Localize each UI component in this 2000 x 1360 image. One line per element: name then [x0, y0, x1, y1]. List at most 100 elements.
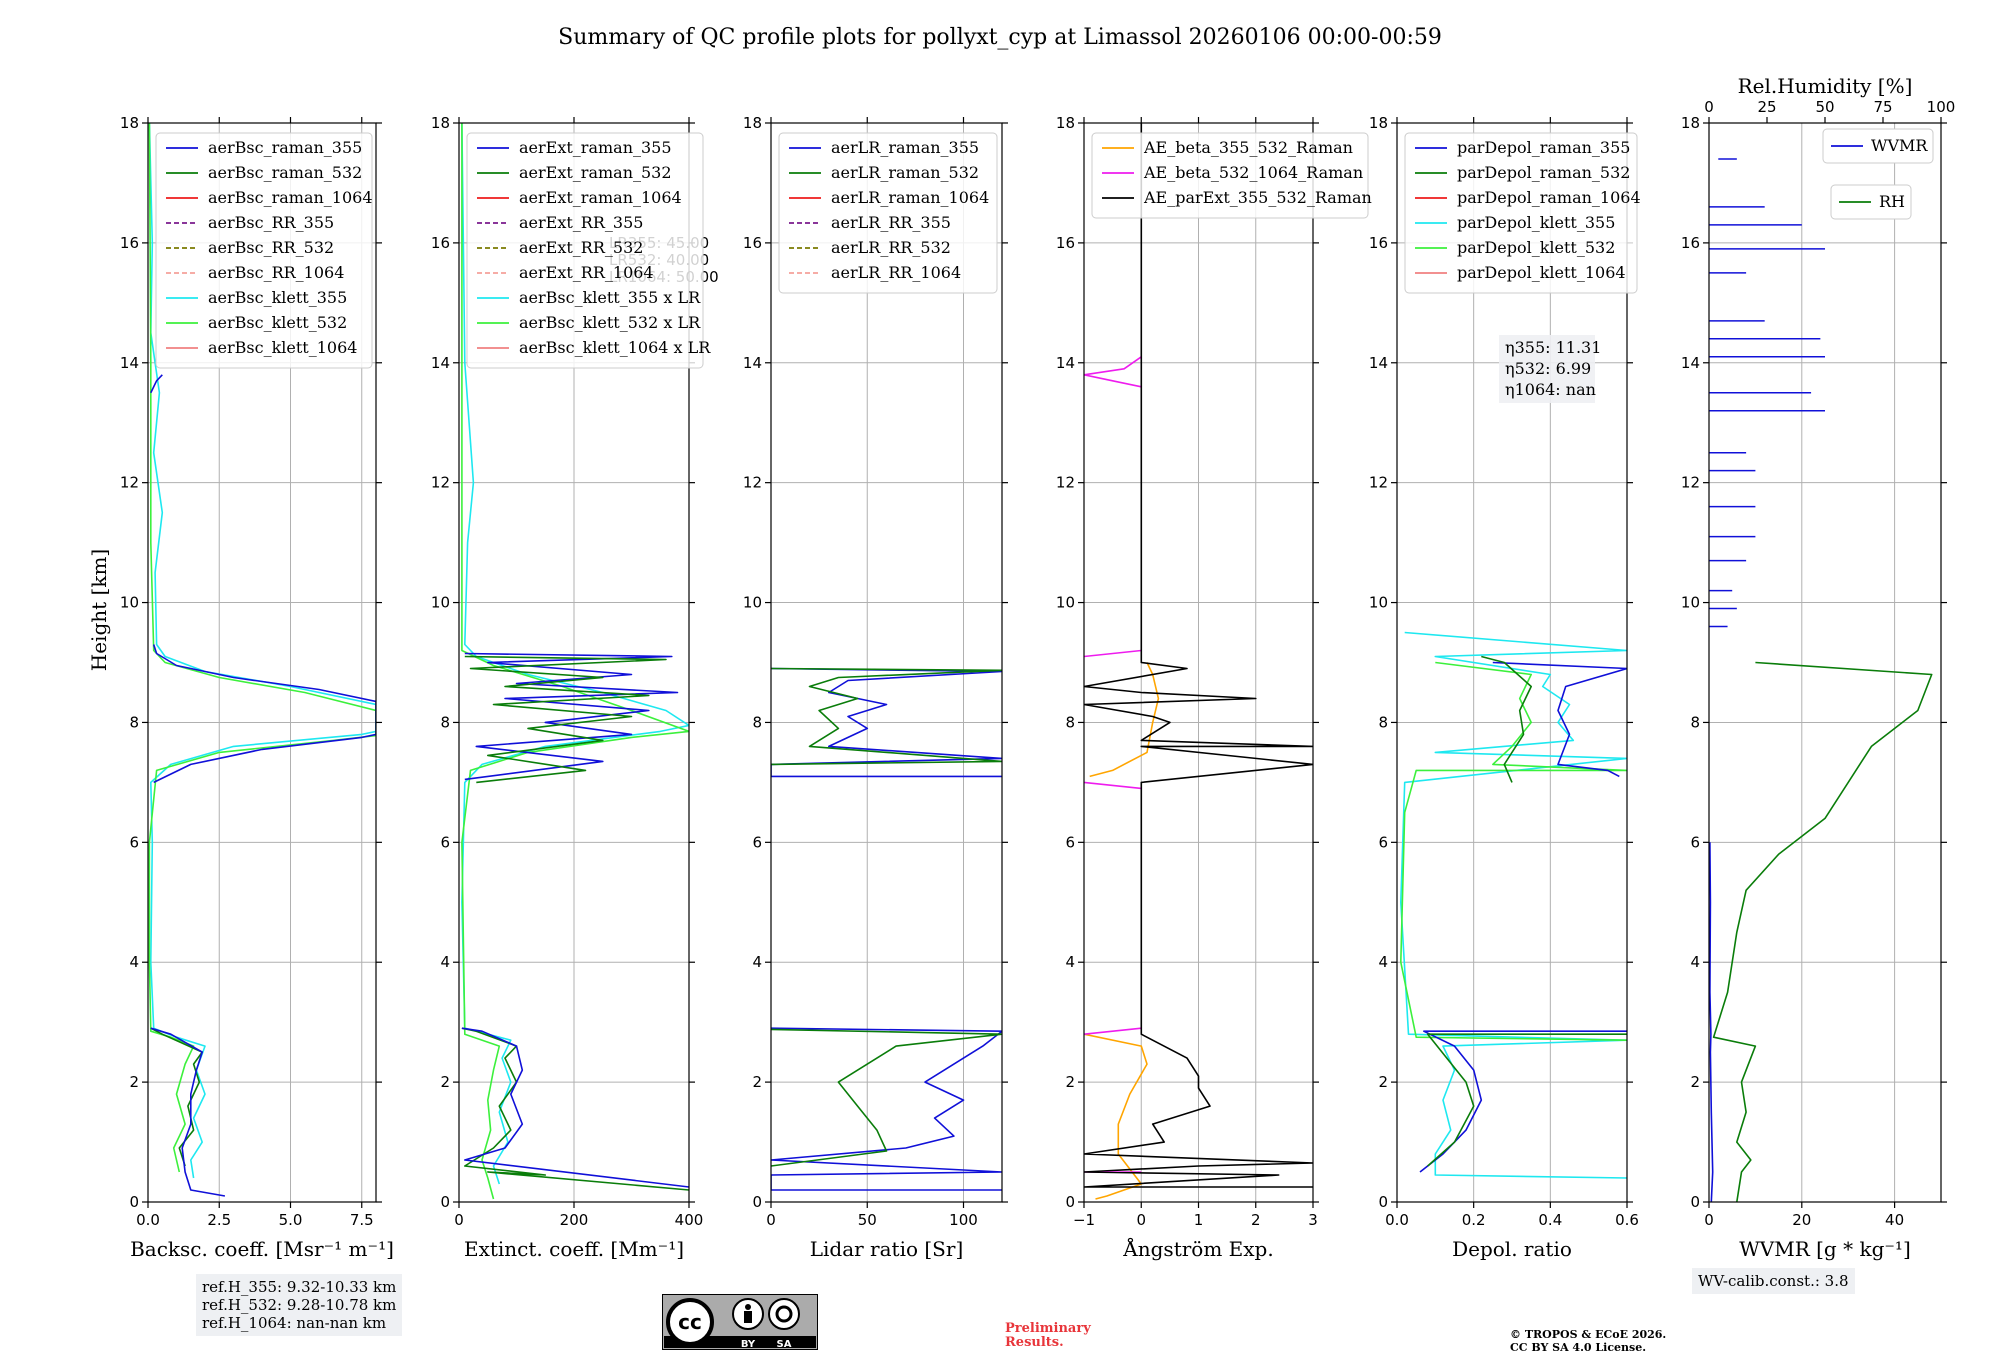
legend-label: aerExt_RR_532	[519, 238, 643, 257]
x-tick-label: 0	[1704, 1211, 1714, 1229]
legend-label: aerBsc_klett_355 x LR	[519, 288, 701, 307]
y-tick-label: 0	[440, 1193, 450, 1211]
legend-label: AE_beta_532_1064_Raman	[1143, 163, 1363, 182]
axes-frame	[1396, 122, 1628, 1203]
x-tick-label: 7.5	[350, 1211, 374, 1229]
x-tick-label: 0.2	[1462, 1211, 1486, 1229]
axes-frame	[1708, 122, 1942, 1203]
y-tick-label: 6	[440, 833, 450, 851]
y-tick-label: 8	[440, 713, 450, 731]
legend-label: aerLR_RR_1064	[831, 263, 961, 282]
series-aerExt_raman_355_up	[464, 652, 679, 781]
series-aerBsc_raman_355_top	[150, 374, 163, 394]
series-klett355xLR	[461, 123, 689, 1185]
y-tick-label: 14	[1056, 354, 1075, 372]
y-tick-label: 4	[440, 953, 450, 971]
wv-calib-text: WV-calib.const.: 3.8	[1698, 1272, 1849, 1290]
y-tick-label: 12	[743, 474, 762, 492]
series-aerBsc_raman_355	[150, 1027, 226, 1197]
preliminary-line-1: Preliminary	[1005, 1321, 1091, 1336]
legend-label: WVMR	[1871, 136, 1928, 155]
y-tick-label: 16	[743, 234, 762, 252]
y-tick-label: 12	[1369, 474, 1388, 492]
top-tick-label: 0	[1704, 98, 1714, 116]
y-tick-label: 16	[1056, 234, 1075, 252]
y-tick-label: 14	[743, 354, 762, 372]
legend-label: aerLR_raman_1064	[831, 188, 989, 207]
x-tick-label: 40	[1885, 1211, 1904, 1229]
y-tick-label: 6	[752, 833, 762, 851]
series-aerBsc_klett_355	[148, 123, 376, 1179]
plot-area	[1709, 158, 1933, 1202]
y-tick-label: 8	[129, 713, 139, 731]
x-tick-label: 0.0	[136, 1211, 160, 1229]
legend-label: AE_parExt_355_532_Raman	[1143, 188, 1372, 207]
wv-calib-box: WV-calib.const.: 3.8	[1692, 1268, 1855, 1294]
x-tick-label: 200	[560, 1211, 589, 1229]
legend-label: aerBsc_raman_355	[208, 138, 362, 157]
legend-label: aerLR_raman_355	[831, 138, 979, 157]
series-aerExt_raman_532_up	[464, 655, 667, 784]
y-tick-label: 12	[1681, 474, 1700, 492]
y-tick-label: 2	[1690, 1073, 1700, 1091]
series-AE_beta_355_532	[1084, 1033, 1148, 1200]
series-parDepol_klett_355	[1400, 631, 1627, 1179]
legend-label: aerLR_raman_532	[831, 163, 979, 182]
y-tick-label: 0	[129, 1193, 139, 1211]
plot-area	[1084, 123, 1313, 1200]
top-tick-label: 100	[1927, 98, 1956, 116]
legend-label: aerBsc_RR_532	[208, 238, 334, 257]
series-aerBsc_klett_532	[148, 123, 376, 1173]
series-AE_beta_532_1064_4	[1084, 649, 1142, 658]
legend-label: aerBsc_klett_355	[208, 288, 347, 307]
y-tick-label: 18	[120, 114, 139, 132]
x-tick-label: 100	[949, 1211, 978, 1229]
series-AE_beta_532_1064_2	[1084, 1027, 1142, 1035]
x-axis-label: Lidar ratio [Sr]	[810, 1237, 964, 1261]
y-tick-label: 4	[1065, 953, 1075, 971]
legend-label: AE_beta_355_532_Raman	[1143, 138, 1353, 157]
x-tick-label: 0	[766, 1211, 776, 1229]
y-tick-label: 10	[431, 594, 450, 612]
y-tick-label: 2	[1065, 1073, 1075, 1091]
y-tick-label: 2	[440, 1073, 450, 1091]
x-axis-label: Extinct. coeff. [Mm⁻¹]	[464, 1237, 684, 1261]
y-tick-label: 16	[431, 234, 450, 252]
y-axis-label: Height [km]	[87, 549, 111, 671]
x-tick-label: −1	[1073, 1211, 1095, 1229]
y-tick-label: 4	[129, 953, 139, 971]
series-aerExt_raman_355	[461, 1027, 689, 1188]
legend-label: aerBsc_klett_532	[208, 313, 347, 332]
x-tick-label: 0	[1136, 1211, 1146, 1229]
y-tick-label: 6	[1065, 833, 1075, 851]
y-tick-label: 14	[120, 354, 139, 372]
y-tick-label: 16	[1369, 234, 1388, 252]
legend-label: aerExt_raman_355	[519, 138, 672, 157]
x-tick-label: 5.0	[279, 1211, 303, 1229]
legend-label: aerBsc_klett_1064	[208, 338, 357, 357]
cc-license-badge: cc BY SA	[662, 1294, 818, 1350]
y-tick-label: 8	[1378, 713, 1388, 731]
y-tick-label: 8	[1690, 713, 1700, 731]
x-axis-label: Ångström Exp.	[1122, 1236, 1273, 1261]
ref-height-355: ref.H_355: 9.32-10.33 km	[202, 1278, 397, 1296]
legend-box	[466, 132, 704, 369]
legend-label: parDepol_raman_1064	[1457, 188, 1641, 207]
copyright-note: © TROPOS & ECoE 2026. CC BY SA 4.0 Licen…	[1510, 1328, 1666, 1354]
x-tick-label: 0.6	[1615, 1211, 1639, 1229]
y-tick-label: 4	[1690, 953, 1700, 971]
y-tick-label: 14	[1681, 354, 1700, 372]
y-tick-label: 6	[1690, 833, 1700, 851]
legend-label: aerBsc_raman_532	[208, 163, 362, 182]
eta-box	[1499, 335, 1595, 403]
legend-label: aerExt_RR_355	[519, 213, 643, 232]
series-aerLR_raman_355	[771, 1027, 1002, 1191]
by-label: BY	[741, 1339, 756, 1350]
x-axis-label: Backsc. coeff. [Msr⁻¹ m⁻¹]	[130, 1237, 394, 1261]
legend-label: parDepol_klett_532	[1457, 238, 1615, 257]
y-tick-label: 18	[1681, 114, 1700, 132]
series-aerLR_raman_532_up	[771, 667, 1002, 766]
legend-box	[1822, 128, 1934, 164]
legend-label: aerBsc_RR_355	[208, 213, 334, 232]
